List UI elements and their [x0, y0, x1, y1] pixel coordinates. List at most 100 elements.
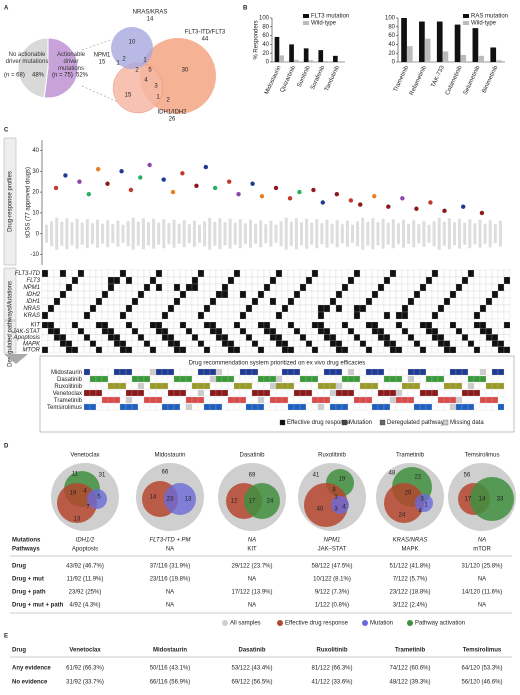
heatmap-cell [383, 269, 391, 278]
rec-cell [125, 389, 133, 397]
venn-set [470, 477, 514, 521]
heatmap-cell [467, 346, 475, 354]
heatmap-cell [245, 340, 253, 347]
x-tick-label: Trametinib [393, 64, 411, 93]
heatmap-cell [419, 340, 427, 347]
heatmap-cell [473, 311, 481, 320]
heatmap-cell [323, 328, 331, 335]
table-header: Dasatinib [238, 648, 265, 654]
heatmap-cell [407, 276, 415, 285]
heatmap-cell [197, 290, 205, 299]
table-header: Ruxolitinib [317, 648, 348, 654]
heatmap-cell [59, 328, 67, 335]
heatmap-cell [479, 297, 487, 306]
heatmap-cell [59, 346, 67, 354]
distribution-box [60, 221, 64, 246]
rec-cell [251, 403, 259, 411]
heatmap-cell [203, 269, 211, 278]
heatmap-cell [65, 276, 73, 285]
rec-cell [257, 389, 265, 397]
point [203, 164, 208, 170]
heatmap-cell [329, 290, 337, 299]
venn-region-count: 1 [156, 95, 160, 101]
table-cell: 1/122 (0.8%) [315, 603, 349, 609]
rec-cell [179, 368, 187, 376]
distribution-box [162, 219, 166, 249]
heatmap-cell [209, 321, 217, 329]
heatmap-cell [203, 290, 211, 299]
heatmap-cell [233, 276, 241, 285]
heatmap-cell [305, 321, 313, 329]
heatmap-cell [257, 276, 265, 285]
heatmap-cell [335, 304, 343, 313]
point [105, 181, 110, 186]
rec-cell [101, 403, 109, 411]
rec-cell [461, 375, 469, 383]
heatmap-cell [59, 321, 67, 329]
rec-cell [449, 396, 457, 404]
rec-cell [155, 396, 163, 404]
rec-cell [437, 368, 445, 376]
table-cell: 31/92 (33.7%) [66, 680, 104, 686]
table-cell: 23/116 (19.8%) [150, 577, 191, 583]
rec-cell [257, 368, 265, 376]
heatmap-cell [269, 321, 277, 329]
heatmap-cell [119, 297, 127, 306]
heatmap-cell [311, 276, 319, 285]
heatmap-cell [107, 297, 115, 306]
distribution-box [417, 224, 421, 244]
heatmap-cell [281, 340, 289, 347]
mutation-label: NPM1 [324, 538, 341, 544]
rec-cell [167, 368, 175, 376]
rec-cell [467, 375, 475, 383]
heatmap-cell [185, 283, 193, 292]
heatmap-cell [251, 321, 259, 329]
heatmap-cell [401, 297, 409, 306]
rec-cell [137, 396, 145, 404]
distribution-box [447, 218, 451, 250]
heatmap-cell [161, 340, 169, 347]
heatmap-cell [383, 346, 391, 354]
heatmap-cell [131, 290, 139, 299]
heatmap-cell [95, 334, 103, 341]
rec-cell [347, 389, 355, 397]
rec-cell [179, 375, 187, 383]
venn-region-count: 4 [144, 78, 148, 84]
y-tick-label: -10 [30, 252, 39, 258]
table-cell: NA [248, 603, 256, 609]
rec-cell [191, 368, 199, 376]
heatmap-cell [317, 290, 325, 299]
heatmap-cell [59, 290, 67, 299]
heatmap-cell [167, 290, 175, 299]
heatmap-cell [335, 276, 343, 285]
rec-cell [185, 403, 193, 411]
heatmap-cell [173, 321, 181, 329]
side-label: Mutations [8, 281, 14, 307]
heatmap-cell [455, 283, 463, 292]
rec-cell [311, 403, 319, 411]
heatmap-cell [59, 276, 67, 285]
heatmap-cell [287, 334, 295, 341]
rec-cell [497, 368, 505, 376]
heatmap-cell [83, 346, 91, 354]
rec-cell [173, 382, 181, 390]
legend-swatch [341, 419, 348, 426]
heatmap-cell [443, 304, 451, 313]
heatmap-cell [131, 328, 139, 335]
heatmap-cell [341, 334, 349, 341]
heatmap-cell [347, 321, 355, 329]
heatmap-cell [353, 340, 361, 347]
heatmap-cell [89, 283, 97, 292]
venn-count: 66 [162, 470, 169, 476]
distribution-box [116, 220, 120, 247]
rec-cell [305, 382, 313, 390]
heatmap-cell [113, 311, 121, 320]
distribution-box [320, 223, 324, 245]
heatmap-cell [71, 340, 79, 347]
rec-cell [149, 375, 157, 383]
heatmap-cell [167, 269, 175, 278]
heatmap-cell [155, 328, 163, 335]
rec-cell [245, 403, 253, 411]
distribution-box [80, 222, 84, 245]
rec-cell [377, 389, 385, 397]
